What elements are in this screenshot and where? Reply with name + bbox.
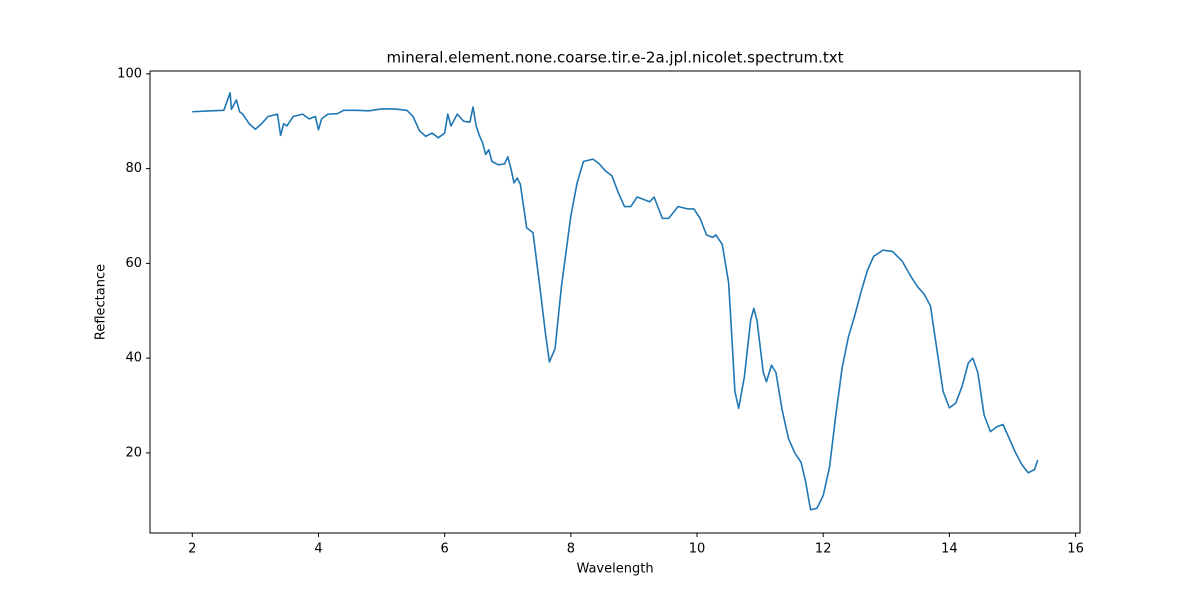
y-tick-label: 40 — [125, 351, 142, 366]
x-tick-label: 8 — [567, 542, 575, 557]
y-axis-label: Reflectance — [94, 264, 109, 340]
x-tick-label: 4 — [314, 542, 322, 557]
x-axis-label: Wavelength — [576, 562, 653, 577]
data-line — [192, 92, 1039, 511]
chart-title: mineral.element.none.coarse.tir.e-2a.jpl… — [386, 49, 843, 67]
x-tick-label: 14 — [941, 542, 958, 557]
y-tick-label: 60 — [125, 256, 142, 271]
y-tick-label: 100 — [117, 66, 142, 81]
x-tick-label: 2 — [188, 542, 196, 557]
x-tick-label: 6 — [441, 542, 449, 557]
x-tick-label: 12 — [815, 542, 832, 557]
y-tick-label: 80 — [125, 161, 142, 176]
x-tick-label: 10 — [689, 542, 706, 557]
y-tick-label: 20 — [125, 445, 142, 460]
x-tick-label: 16 — [1067, 542, 1084, 557]
plot-frame — [149, 70, 1081, 534]
